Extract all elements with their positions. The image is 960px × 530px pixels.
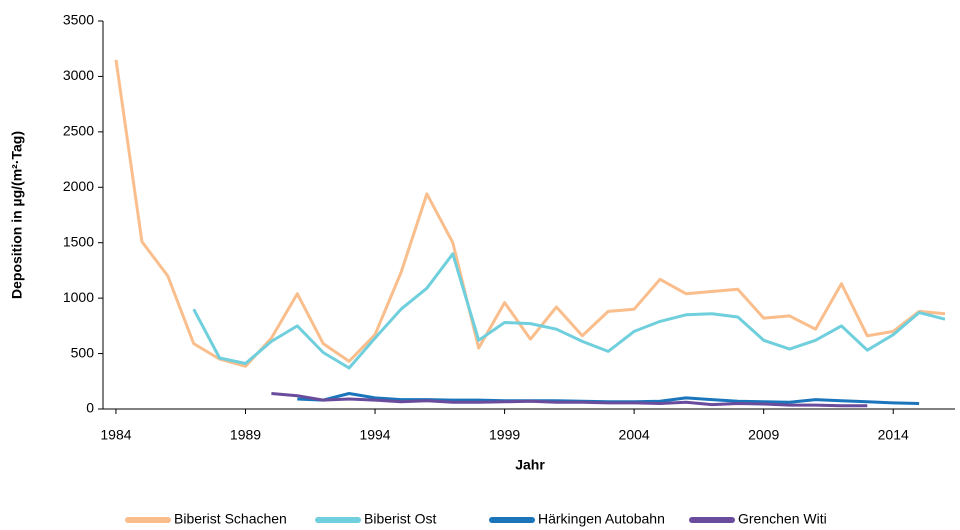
y-tick-label: 2500 [63,123,94,139]
x-tick-label: 2014 [878,427,909,443]
x-tick-label: 1999 [489,427,520,443]
x-tick-label: 1989 [230,427,261,443]
y-tick-label: 1500 [63,233,94,249]
series-line [192,252,946,370]
series-line [114,59,946,368]
y-tick-label: 500 [71,344,95,360]
x-tick-label: 2004 [619,427,650,443]
series-line [271,392,868,408]
legend-label: Biberist Schachen [174,511,287,527]
x-axis-title: Jahr [515,457,545,473]
x-tick-label: 1984 [100,427,131,443]
x-tick-label: 2009 [748,427,779,443]
y-tick-label: 3000 [63,67,94,83]
x-tick-label: 1994 [359,427,390,443]
y-axis-title: Deposition in µg/(m²·Tag) [9,131,25,299]
y-tick-label: 0 [86,400,94,416]
y-tick-label: 3500 [63,12,94,28]
legend-label: Grenchen Witi [738,511,827,527]
legend-label: Biberist Ost [364,511,436,527]
y-tick-label: 1000 [63,289,94,305]
y-tick-label: 2000 [63,178,94,194]
legend-label: Härkingen Autobahn [538,511,665,527]
